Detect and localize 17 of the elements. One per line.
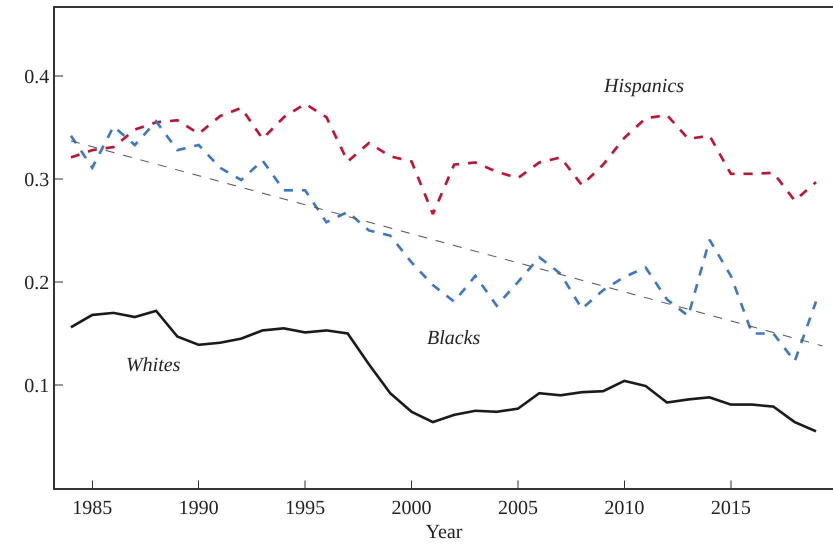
x-tick-label: 1985 [72, 496, 112, 519]
x-tick-label: 1995 [285, 496, 326, 519]
series-label: Whites [126, 354, 181, 376]
x-axis-title: Year [426, 520, 463, 543]
y-tick-label: 0.1 [24, 375, 50, 397]
y-tick-label: 0.4 [24, 66, 50, 88]
series-label: Hispanics [603, 75, 684, 97]
x-tick-label: 2000 [392, 496, 432, 519]
line-series [70, 102, 818, 216]
y-tick-label: 0.2 [24, 272, 50, 294]
x-tick-label: 2010 [604, 496, 644, 519]
x-tick-label: 1990 [178, 496, 219, 519]
x-tick-label: 2005 [498, 496, 538, 519]
line-series [70, 310, 818, 433]
y-tick-label: 0.3 [24, 168, 50, 191]
series-label: Blacks [427, 327, 481, 349]
x-tick-label: 2015 [710, 496, 751, 519]
